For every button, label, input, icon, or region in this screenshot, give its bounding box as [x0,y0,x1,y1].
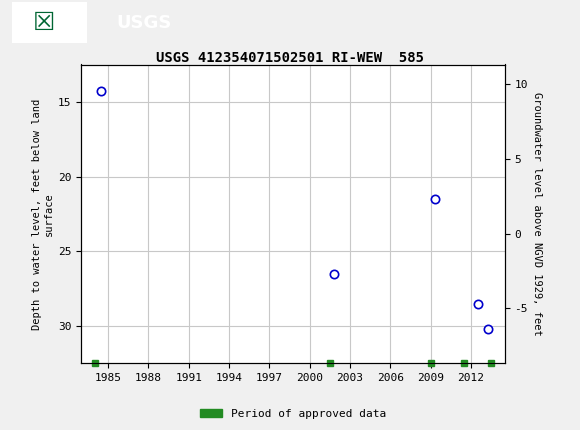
Bar [12,2,87,43]
Y-axis label: Groundwater level above NGVD 1929, feet: Groundwater level above NGVD 1929, feet [532,92,542,336]
Text: USGS 412354071502501 RI-WEW  585: USGS 412354071502501 RI-WEW 585 [156,51,424,65]
Legend: Period of approved data: Period of approved data [195,405,390,424]
Text: ☒: ☒ [32,11,55,34]
Y-axis label: Depth to water level, feet below land
surface: Depth to water level, feet below land su… [32,98,54,329]
Text: USGS: USGS [116,14,171,31]
